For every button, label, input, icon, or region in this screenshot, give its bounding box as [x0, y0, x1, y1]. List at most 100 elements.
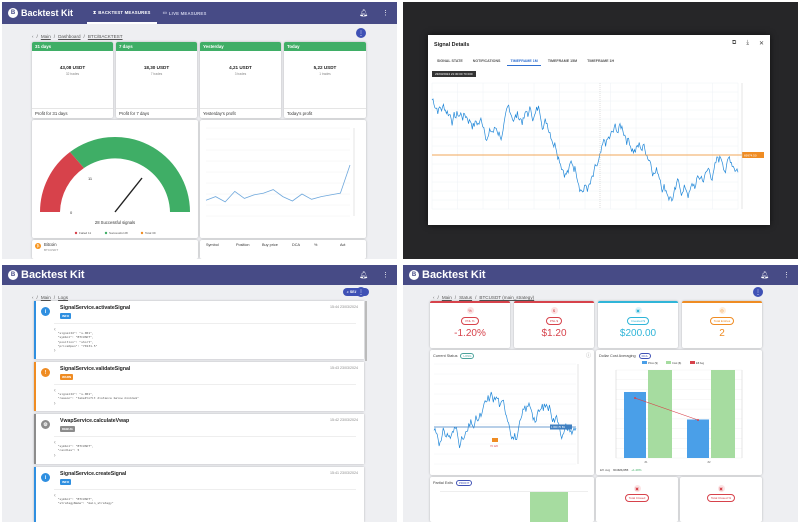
tab-timeframe-1m[interactable]: TIMEFRAME 1M	[507, 57, 541, 66]
breadcrumb-status[interactable]: Status	[459, 295, 473, 300]
download-icon[interactable]: ⤓	[746, 40, 749, 46]
kpi-pnl-dollar: $ PNL $ $1.20	[514, 301, 594, 348]
logo-icon: B	[409, 270, 419, 280]
scrollbar[interactable]	[365, 301, 367, 361]
dca-bar-chart[interactable]: Price ($) Cost ($) Eff Avg #1 #2	[596, 358, 762, 475]
x-tick-label: #1	[644, 460, 648, 464]
coin-ticker: BTCUSDT	[44, 248, 59, 252]
app-bar: B Backtest Kit ⧗ BACKTEST MEASURES ▭ LIVE …	[2, 2, 397, 24]
copy-icon[interactable]: ⧉	[732, 40, 737, 46]
card-foot: Yesterday's profit	[200, 108, 281, 118]
eff-avg-value: 64 824,055	[613, 468, 629, 472]
log-body: { "signalId": "s-001", "symbol": "BTCUSD…	[54, 323, 356, 352]
menu-fab-icon[interactable]: ⋮	[753, 287, 763, 297]
grid-line	[440, 491, 588, 492]
back-arrow-icon[interactable]: ‹	[32, 295, 34, 300]
profit-line-series	[205, 164, 351, 203]
log-item[interactable]: i SignalService.createSignal 15:41 23/03…	[34, 467, 364, 522]
debug-icon: ⚙︎	[41, 420, 50, 429]
close-icon[interactable]: ✕	[758, 41, 764, 47]
log-item[interactable]: ⚙︎ VwapService.calculateVwap 15:42 23/03…	[34, 414, 364, 464]
brand[interactable]: B Backtest Kit	[8, 269, 85, 281]
breadcrumb-main[interactable]: Main	[40, 295, 51, 300]
closed-percent-icon: ▣	[717, 485, 725, 492]
info-icon: i	[41, 307, 50, 316]
coin-card[interactable]: ₿ Bitcoin BTCUSDT	[32, 240, 198, 259]
gauge-chart: 0 11 28 Successful signals Failed 11 Suc…	[40, 137, 190, 235]
profit-chip: PROFIT	[456, 480, 473, 486]
tab-timeframe-15m[interactable]: TIMEFRAME 15M	[547, 59, 578, 63]
tab-backtest-measures[interactable]: ⧗ BACKTEST MEASURES	[87, 2, 157, 24]
log-title: VwapService.calculateVwap	[60, 418, 130, 424]
total-closed-percent-card: ▣ Total Closed %	[680, 477, 762, 522]
kpi-value: -1.20%	[454, 328, 486, 339]
card-sub: 32 trades	[65, 72, 80, 76]
cost-bar	[648, 370, 672, 458]
coin-name: Bitcoin	[44, 242, 57, 247]
breadcrumb-main[interactable]: Main	[441, 295, 452, 300]
card-value: 18,30 USDT	[143, 65, 170, 70]
tab-signal-state[interactable]: SIGNAL STATE	[437, 59, 463, 63]
price-chart-1m[interactable]: 69974.50	[428, 69, 770, 219]
log-badge: WARN	[60, 374, 74, 380]
current-status-chart[interactable]: 1 000 70 B1 70 120	[430, 358, 594, 475]
log-title: SignalService.validateSignal	[60, 366, 131, 372]
bitcoin-icon: ₿	[35, 243, 41, 249]
price-bar	[624, 392, 646, 458]
bell-icon[interactable]: 🔔︎	[359, 10, 368, 17]
brand[interactable]: B Backtest Kit	[8, 8, 73, 18]
menu-fab-icon[interactable]: ⋮	[356, 287, 366, 297]
legend-successful: Successful 28	[109, 231, 128, 235]
price-series	[431, 98, 739, 202]
percent-icon: %	[466, 307, 474, 314]
tab-notifications[interactable]: NOTIFICATIONS	[472, 59, 501, 63]
eff-avg-point	[634, 397, 636, 399]
log-item[interactable]: i SignalService.activateSignal 15:44 23/…	[34, 301, 364, 359]
bell-icon[interactable]: 🔔︎	[359, 272, 368, 279]
brand[interactable]: B Backtest Kit	[409, 269, 486, 281]
partial-exit-bar	[530, 491, 568, 522]
x-tick-label: #2	[707, 460, 711, 464]
kpi-total-entries: ◎ Total Entries 2	[682, 301, 762, 348]
log-time: 15:43 23/03/2024	[330, 366, 358, 370]
panel-title: Partial Exits	[433, 481, 454, 485]
back-arrow-icon[interactable]: ‹	[433, 295, 435, 300]
panel-title: Dollar Cost Averaging	[599, 354, 636, 358]
info-icon[interactable]: ⓘ	[585, 353, 591, 359]
legend-swatch	[690, 361, 695, 364]
kpi-label: PNL %	[461, 317, 479, 325]
breadcrumb-logs[interactable]: Logs	[58, 295, 69, 300]
breadcrumb-main[interactable]: Main	[40, 34, 51, 39]
menu-fab-icon[interactable]: ⋮	[356, 28, 366, 38]
signal-details-dialog: Signal Details ⧉ ⤓ ✕ SIGNAL STATE NOTIFI…	[428, 35, 770, 225]
signal-details-screen: Signal Details ⧉ ⤓ ✕ SIGNAL STATE NOTIFI…	[403, 2, 798, 259]
hourglass-icon: ⧗	[93, 9, 97, 15]
breadcrumb-dashboard[interactable]: Dashboard	[58, 34, 81, 39]
more-vert-icon[interactable]: ⋮	[783, 272, 790, 279]
warning-icon: !	[41, 368, 50, 377]
positions-table: Symbol Position Buy price DCA % Act	[200, 240, 366, 259]
card-value: 5,22 USDT	[313, 65, 337, 70]
bell-icon[interactable]: 🔔︎	[760, 272, 769, 279]
current-status-card: Current Status LONG ⓘ 1 000 70 B1 70 120	[430, 350, 594, 475]
kpi-value: $1.20	[541, 328, 567, 339]
gauge-left-label: 0	[70, 210, 73, 215]
breadcrumb-btc[interactable]: BTC/BACKTEST	[87, 34, 123, 39]
more-vert-icon[interactable]: ⋮	[382, 10, 389, 17]
log-item[interactable]: ! SignalService.validateSignal 15:43 23/…	[34, 362, 364, 411]
tab-label: LIVE MEASURES	[168, 10, 207, 16]
card-head: Today	[284, 42, 366, 51]
kpi-label: Total Entries	[709, 317, 735, 325]
tab-timeframe-1h[interactable]: TIMEFRAME 1H	[587, 59, 615, 63]
col-symbol: Symbol	[206, 243, 219, 247]
logo-icon: B	[8, 270, 18, 280]
dca-card: Dollar Cost Averaging DCA Price ($) Cost (…	[596, 350, 762, 475]
gauge-mid-label: 11	[88, 176, 93, 181]
tab-live-measures[interactable]: ▭ LIVE MEASURES	[157, 2, 213, 24]
more-vert-icon[interactable]: ⋮	[382, 272, 389, 279]
card-value: 4,21 USDT	[229, 65, 252, 70]
breadcrumb-symbol[interactable]: BTCUSDT (main_strategy)	[479, 295, 535, 300]
logo-icon: B	[8, 8, 18, 18]
eff-avg-pct: +1.28%	[631, 468, 642, 472]
back-arrow-icon[interactable]: ‹	[32, 34, 34, 39]
